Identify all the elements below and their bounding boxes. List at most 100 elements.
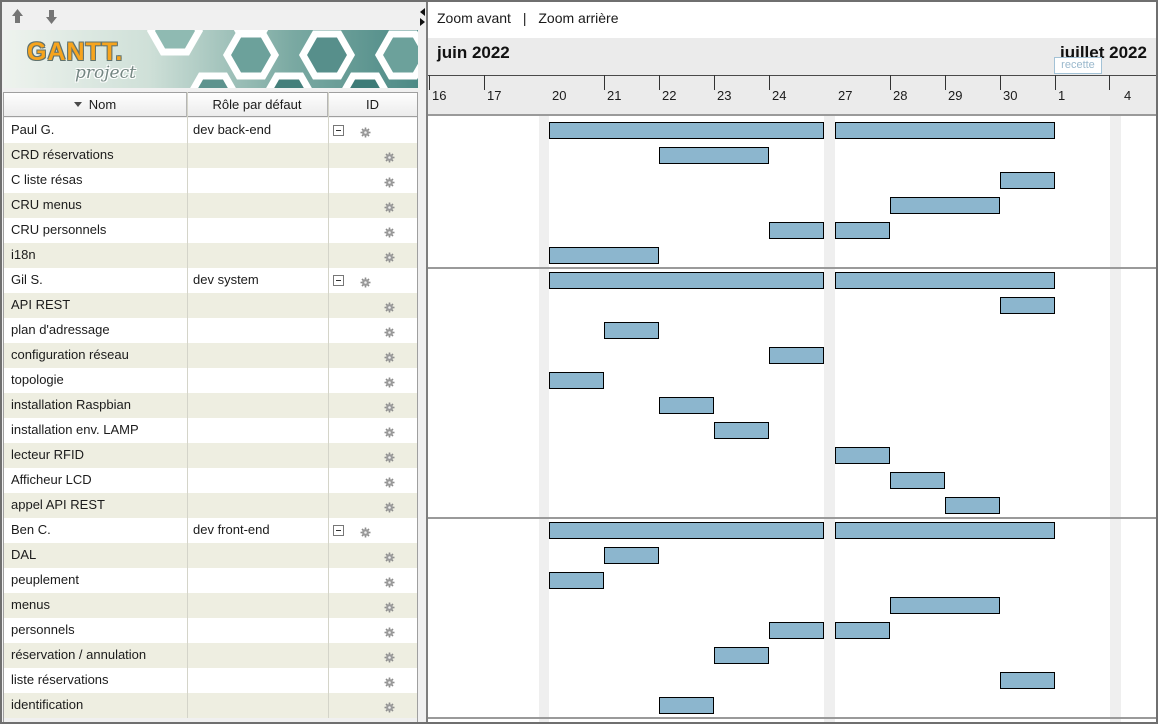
task-gear-button[interactable] [384,225,395,238]
milestone-annotation[interactable]: recette [1054,57,1102,74]
task-bar[interactable] [659,697,714,714]
task-gear-button[interactable] [384,450,395,463]
resource-load-bar[interactable] [549,522,824,539]
task-bar[interactable] [549,247,659,264]
task-gear-button[interactable] [384,700,395,713]
resource-load-bar[interactable] [835,272,1055,289]
task-gear-button[interactable] [384,150,395,163]
task-bar[interactable] [835,622,890,639]
collapse-left-icon[interactable] [420,8,425,16]
resource-gear-button[interactable] [360,125,371,138]
table-row[interactable]: peuplement [3,568,418,593]
task-gear-button[interactable] [384,400,395,413]
task-name-label: i18n [11,247,36,262]
timeline-day-label: 29 [948,88,963,103]
table-row[interactable]: plan d'adressage [3,318,418,343]
table-row[interactable]: Gil S. dev system [3,268,418,293]
zoom-out-link[interactable]: Zoom arrière [538,10,619,26]
task-bar[interactable] [659,397,714,414]
panel-splitter[interactable] [418,2,426,722]
task-gear-button[interactable] [384,175,395,188]
table-row[interactable]: i18n [3,243,418,268]
table-row[interactable]: DAL [3,543,418,568]
timeline-day-label: 20 [552,88,567,103]
task-gear-button[interactable] [384,250,395,263]
table-row[interactable]: menus [3,593,418,618]
table-row[interactable]: réservation / annulation [3,643,418,668]
collapse-toggle[interactable] [333,525,344,536]
task-bar[interactable] [714,647,769,664]
table-row[interactable]: installation Raspbian [3,393,418,418]
task-bar[interactable] [604,547,659,564]
table-row[interactable]: Paul G. dev back-end [3,118,418,143]
task-bar[interactable] [714,422,769,439]
table-row[interactable]: API REST [3,293,418,318]
resource-name-label: Gil S. [11,272,43,287]
gear-icon [384,302,395,313]
task-bar[interactable] [604,322,659,339]
table-row[interactable]: Ben C. dev front-end [3,518,418,543]
task-gear-button[interactable] [384,675,395,688]
zoom-in-link[interactable]: Zoom avant [437,10,511,26]
task-bar[interactable] [769,347,824,364]
table-row[interactable]: appel API REST [3,493,418,518]
resource-load-bar[interactable] [549,122,824,139]
task-bar[interactable] [1000,297,1055,314]
resource-gear-button[interactable] [360,525,371,538]
column-header-id[interactable]: ID [328,92,418,117]
task-gear-button[interactable] [384,550,395,563]
table-row[interactable]: installation env. LAMP [3,418,418,443]
task-gear-button[interactable] [384,575,395,588]
table-row[interactable]: C liste résas [3,168,418,193]
move-up-button[interactable] [10,8,25,30]
task-gear-button[interactable] [384,650,395,663]
collapse-toggle[interactable] [333,275,344,286]
table-row[interactable]: identification [3,693,418,718]
resource-load-bar[interactable] [549,272,824,289]
table-row[interactable]: liste réservations [3,668,418,693]
task-gear-button[interactable] [384,625,395,638]
task-bar[interactable] [1000,172,1055,189]
table-row[interactable]: personnels [3,618,418,643]
task-gear-button[interactable] [384,350,395,363]
resource-gear-button[interactable] [360,275,371,288]
task-bar[interactable] [769,622,824,639]
task-gear-button[interactable] [384,600,395,613]
task-bar[interactable] [769,222,824,239]
resource-load-bar[interactable] [835,122,1055,139]
task-bar[interactable] [890,597,1000,614]
task-gear-button[interactable] [384,425,395,438]
task-name-label: lecteur RFID [11,447,84,462]
task-bar[interactable] [890,472,945,489]
table-row[interactable]: topologie [3,368,418,393]
table-row[interactable]: CRD réservations [3,143,418,168]
task-bar[interactable] [835,447,890,464]
resource-load-bar[interactable] [835,522,1055,539]
table-row[interactable]: CRU personnels [3,218,418,243]
table-row[interactable]: lecteur RFID [3,443,418,468]
table-row[interactable]: Afficheur LCD [3,468,418,493]
task-gear-button[interactable] [384,200,395,213]
column-header-name[interactable]: Nom [3,92,187,117]
task-bar[interactable] [835,222,890,239]
column-header-role[interactable]: Rôle par défaut [187,92,328,117]
collapse-right-icon[interactable] [420,18,425,26]
task-gear-button[interactable] [384,375,395,388]
task-bar[interactable] [659,147,769,164]
task-gear-button[interactable] [384,475,395,488]
task-bar[interactable] [890,197,1000,214]
timeline-tick [484,75,485,90]
collapse-toggle[interactable] [333,125,344,136]
task-gear-button[interactable] [384,500,395,513]
task-bar[interactable] [549,572,604,589]
table-row[interactable]: CRU menus [3,193,418,218]
task-bar[interactable] [1000,672,1055,689]
task-gear-button[interactable] [384,300,395,313]
timeline-day-label: 28 [893,88,908,103]
move-down-button[interactable] [44,8,59,30]
task-bar[interactable] [549,372,604,389]
task-gear-button[interactable] [384,325,395,338]
table-row[interactable]: configuration réseau [3,343,418,368]
task-bar[interactable] [945,497,1000,514]
weekend-strip [824,116,835,722]
